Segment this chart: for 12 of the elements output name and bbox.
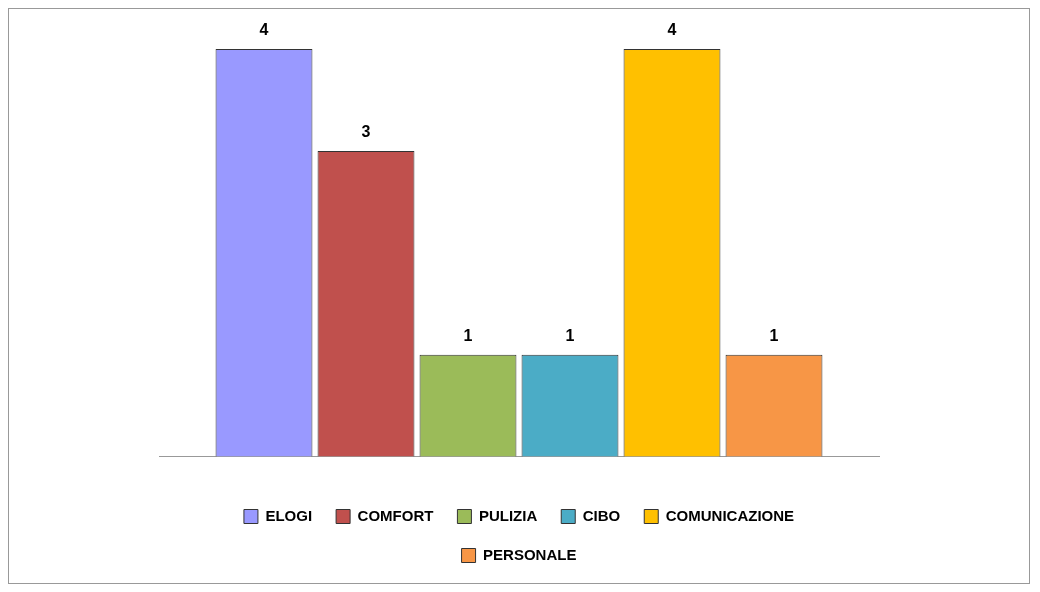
data-label: 1 [565,327,575,345]
data-label: 3 [361,123,371,141]
legend-label: PULIZIA [478,506,538,524]
legend-label: COMUNICAZIONE [665,506,795,524]
legend-label: PERSONALE [483,545,577,563]
data-label: 4 [667,21,677,39]
data-label: 1 [463,327,473,345]
data-label: 1 [769,327,779,345]
data-label: 4 [259,21,269,39]
legend-label: ELOGI [265,506,313,524]
legend-label: COMFORT [357,506,434,524]
legend-label: CIBO [582,506,621,524]
